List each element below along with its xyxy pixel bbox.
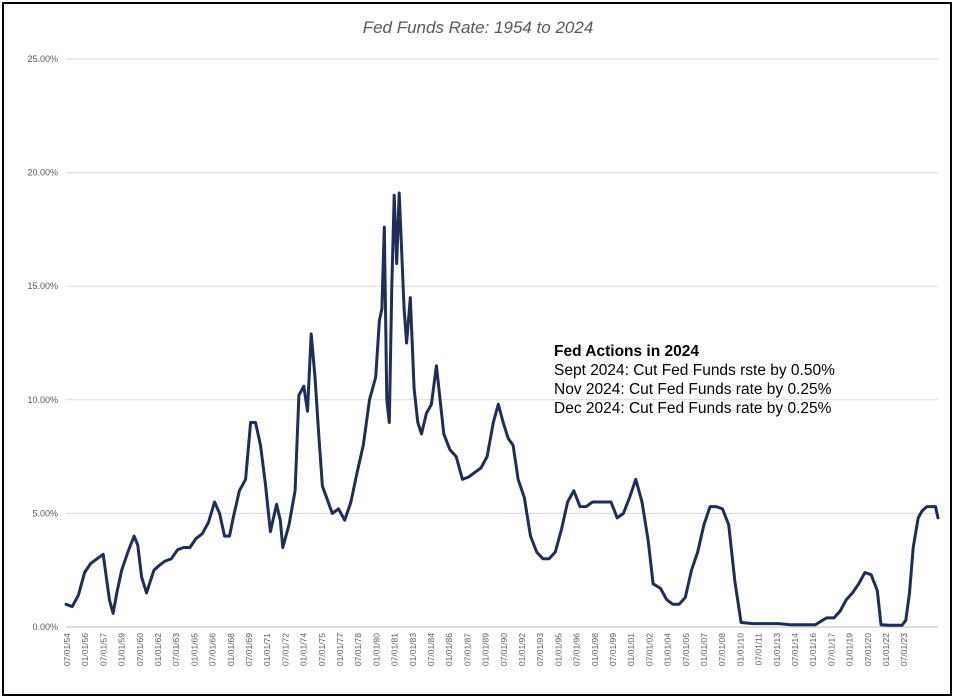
annotation-line: Sept 2024: Cut Fed Funds rste by 0.50% <box>554 362 835 379</box>
x-tick-label: 07/01/63 <box>171 633 181 666</box>
x-tick-label: 07/01/75 <box>317 633 327 666</box>
x-tick-label: 01/01/22 <box>881 633 891 666</box>
x-tick-label: 01/01/13 <box>772 633 782 666</box>
chart-title: Fed Funds Rate: 1954 to 2024 <box>362 18 594 37</box>
y-tick-label: 25.00% <box>27 54 58 64</box>
x-tick-label: 07/01/90 <box>499 633 509 666</box>
x-tick-label: 01/01/92 <box>517 633 527 666</box>
x-tick-label: 01/01/65 <box>189 633 199 666</box>
x-tick-label: 07/01/20 <box>863 633 873 666</box>
x-tick-label: 01/01/59 <box>117 633 127 666</box>
y-tick-label: 20.00% <box>27 168 58 178</box>
x-tick-label: 01/01/80 <box>371 633 381 666</box>
x-tick-label: 07/01/11 <box>754 633 764 666</box>
x-tick-label: 01/01/89 <box>481 633 491 666</box>
x-tick-label: 07/01/81 <box>390 633 400 666</box>
x-tick-label: 01/01/10 <box>735 633 745 666</box>
x-tick-label: 01/01/56 <box>80 633 90 666</box>
x-tick-label: 07/01/99 <box>608 633 618 666</box>
y-tick-label: 5.00% <box>32 508 58 518</box>
y-tick-label: 0.00% <box>32 622 58 632</box>
x-tick-label: 01/01/95 <box>553 633 563 666</box>
x-tick-label: 01/01/74 <box>299 633 309 666</box>
x-tick-label: 07/01/84 <box>426 633 436 666</box>
x-tick-label: 01/01/62 <box>153 633 163 666</box>
x-tick-label: 01/01/19 <box>845 633 855 666</box>
x-tick-label: 07/01/08 <box>717 633 727 666</box>
annotation-line: Dec 2024: Cut Fed Funds rate by 0.25% <box>554 400 832 417</box>
x-tick-label: 01/01/16 <box>808 633 818 666</box>
x-tick-label: 01/01/04 <box>663 633 673 666</box>
x-tick-label: 07/01/17 <box>826 633 836 666</box>
x-tick-label: 07/01/02 <box>644 633 654 666</box>
y-tick-label: 10.00% <box>27 395 58 405</box>
x-tick-label: 01/01/07 <box>699 633 709 666</box>
x-tick-label: 01/01/77 <box>335 633 345 666</box>
annotation-box: Fed Actions in 2024 Sept 2024: Cut Fed F… <box>554 342 835 418</box>
x-tick-label: 01/01/68 <box>226 633 236 666</box>
x-tick-label: 07/01/57 <box>98 633 108 666</box>
annotation-line: Nov 2024: Cut Fed Funds rate by 0.25% <box>554 381 832 398</box>
series-line <box>64 191 940 627</box>
x-tick-label: 07/01/66 <box>208 633 218 666</box>
y-tick-label: 15.00% <box>27 281 58 291</box>
x-tick-label: 01/01/71 <box>262 633 272 666</box>
x-tick-label: 01/01/01 <box>626 633 636 666</box>
x-tick-label: 07/01/93 <box>535 633 545 666</box>
x-tick-label: 07/01/54 <box>62 633 72 666</box>
x-tick-label: 07/01/05 <box>681 633 691 666</box>
x-tick-label: 07/01/69 <box>244 633 254 666</box>
x-tick-label: 01/01/98 <box>590 633 600 666</box>
x-tick-label: 07/01/96 <box>572 633 582 666</box>
x-tick-label: 07/01/23 <box>899 633 909 666</box>
x-tick-label: 01/01/83 <box>408 633 418 666</box>
annotation-heading: Fed Actions in 2024 <box>554 343 699 360</box>
x-tick-label: 07/01/72 <box>280 633 290 666</box>
x-tick-label: 07/01/60 <box>135 633 145 666</box>
x-tick-label: 07/01/14 <box>790 633 800 666</box>
x-tick-label: 07/01/87 <box>462 633 472 666</box>
x-tick-label: 07/01/78 <box>353 633 363 666</box>
x-tick-label: 01/01/86 <box>444 633 454 666</box>
